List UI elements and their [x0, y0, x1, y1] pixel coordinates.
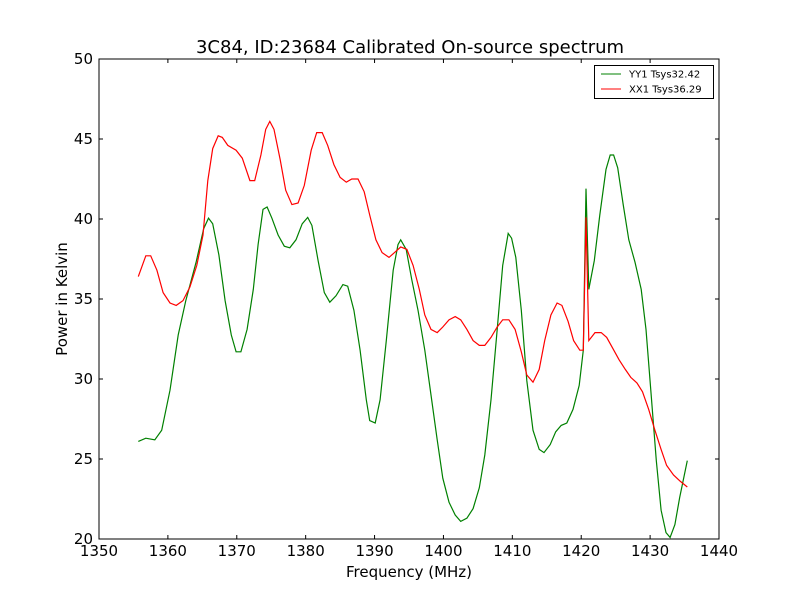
y-tick-label: 50	[74, 50, 93, 68]
x-tick-label: 1370	[218, 542, 256, 560]
x-tick-label: 1360	[149, 542, 187, 560]
legend-box	[594, 65, 714, 99]
x-tick-label: 1400	[424, 542, 462, 560]
series-line-xx1	[137, 120, 688, 488]
chart-title: 3C84, ID:23684 Calibrated On-source spec…	[196, 37, 624, 58]
axis-ticks: 1350 1360 1370 1380 1390 1400 1410 1420 1430 1440…	[74, 50, 738, 560]
y-tick-label: 20	[74, 530, 93, 548]
x-tick-label: 1420	[562, 542, 600, 560]
x-axis-label: Frequency (MHz)	[346, 563, 472, 581]
x-tick-label: 1380	[287, 542, 325, 560]
legend: YY1 Tsys32.42 XX1 Tsys36.29	[594, 65, 714, 99]
y-axis-label: Power in Kelvin	[53, 242, 71, 356]
x-tick-label: 1350	[80, 542, 118, 560]
y-tick-label: 40	[74, 210, 93, 228]
y-tick-label: 30	[74, 370, 93, 388]
plot-frame	[98, 58, 720, 540]
x-tick-label: 1440	[700, 542, 738, 560]
series-line-yy1	[138, 154, 688, 539]
y-tick-label: 45	[74, 130, 93, 148]
legend-label-xx1: XX1 Tsys36.29	[629, 85, 702, 96]
x-tick-label: 1430	[631, 542, 669, 560]
y-tick-label: 35	[74, 290, 93, 308]
x-tick-label: 1390	[355, 542, 393, 560]
x-tick-label: 1410	[493, 542, 531, 560]
plot-lines	[137, 120, 688, 539]
y-tick-label: 25	[74, 450, 93, 468]
legend-label-yy1: YY1 Tsys32.42	[628, 70, 700, 81]
